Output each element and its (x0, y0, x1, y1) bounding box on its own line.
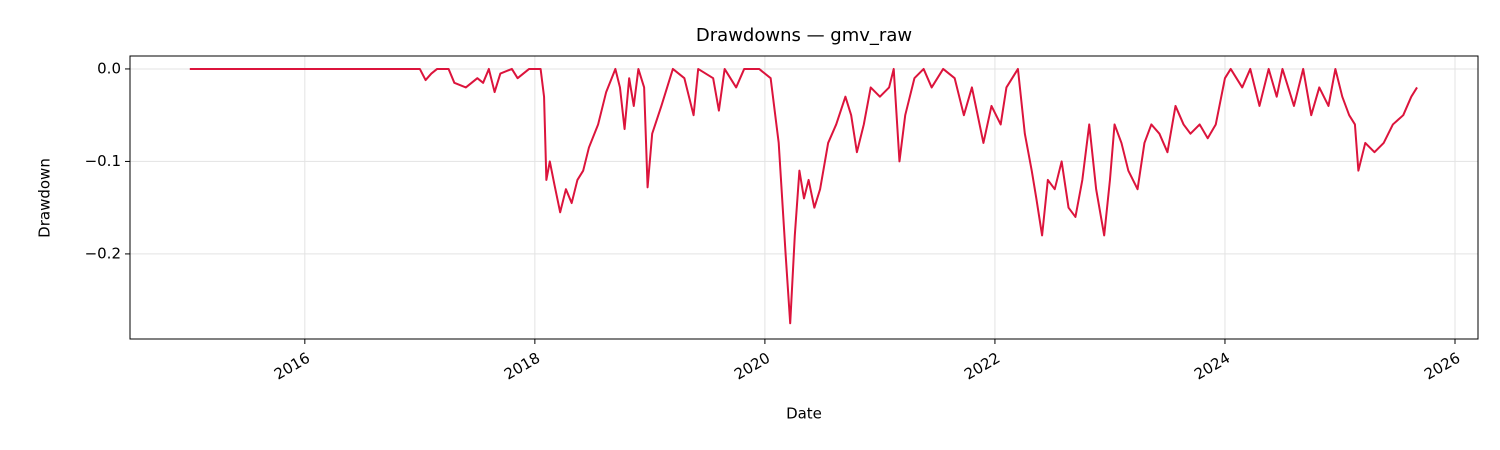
x-tick-label: 2016 (271, 349, 313, 384)
x-tick-label: 2024 (1191, 349, 1233, 384)
x-tick-label: 2022 (961, 349, 1003, 384)
x-tick-label: 2020 (731, 349, 773, 384)
x-axis-label: Date (786, 405, 822, 423)
chart-title: Drawdowns — gmv_raw (696, 25, 912, 46)
x-tick-label: 2018 (501, 349, 543, 384)
y-tick-label: 0.0 (97, 59, 121, 77)
y-axis-label: Drawdown (36, 158, 54, 238)
y-tick-label: −0.2 (85, 244, 121, 262)
plot-frame (129, 55, 1479, 340)
y-tick-label: −0.1 (85, 152, 121, 170)
grid (130, 56, 1478, 339)
x-tick-label: 2026 (1421, 349, 1463, 384)
plot-area (189, 67, 1418, 325)
drawdown-line (189, 67, 1418, 325)
